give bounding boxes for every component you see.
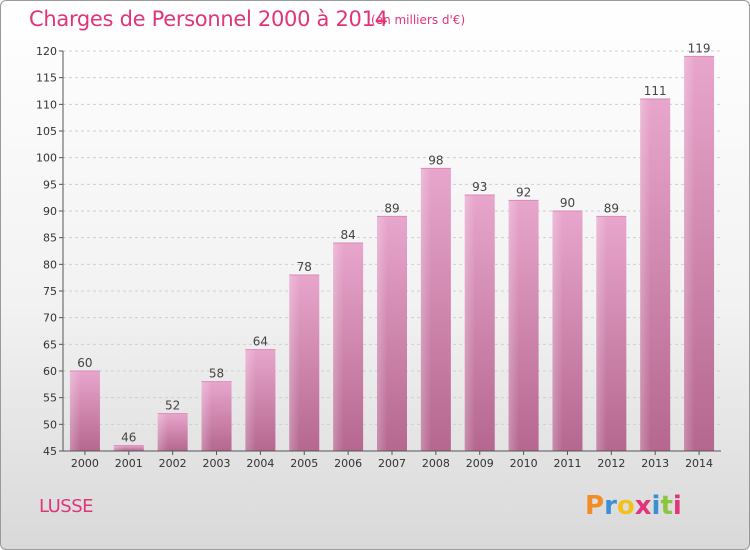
bar-highlight <box>245 349 256 451</box>
x-tick-label: 2014 <box>685 457 713 470</box>
data-label: 89 <box>384 201 399 215</box>
x-tick-label: 2005 <box>290 457 318 470</box>
data-label: 78 <box>297 260 312 274</box>
y-tick-label: 115 <box>36 72 57 85</box>
bar-highlight <box>508 200 520 451</box>
y-tick-label: 70 <box>43 312 57 325</box>
proxiti-logo[interactable]: Proxiti <box>585 491 682 521</box>
bar-highlight <box>640 99 651 451</box>
bar-highlight <box>333 243 344 451</box>
bar-highlight <box>157 413 169 451</box>
bar-highlight <box>464 195 476 451</box>
x-tick-label: 2003 <box>203 457 231 470</box>
data-label: 64 <box>253 335 268 349</box>
y-tick-label: 105 <box>36 125 57 138</box>
data-label: 58 <box>209 367 224 381</box>
y-tick-label: 50 <box>43 418 57 431</box>
bar-highlight <box>201 381 213 451</box>
data-label: 60 <box>77 356 92 370</box>
bar-highlight <box>69 371 81 451</box>
commune-name: LUSSE <box>39 496 94 517</box>
logo-letter: x <box>634 491 652 521</box>
x-tick-label: 2013 <box>641 457 669 470</box>
y-tick-label: 110 <box>36 98 57 111</box>
data-label: 98 <box>428 153 443 167</box>
data-label: 90 <box>560 196 575 210</box>
y-tick-label: 95 <box>43 178 57 191</box>
chart-subtitle: (en milliers d'€) <box>371 13 466 27</box>
x-tick-label: 2006 <box>334 457 362 470</box>
bar-highlight <box>420 168 432 452</box>
bar-highlight <box>684 56 695 451</box>
y-tick-label: 65 <box>43 338 57 351</box>
x-tick-label: 2002 <box>159 457 187 470</box>
bar-highlight <box>113 445 125 451</box>
bar-2001 <box>113 445 144 451</box>
y-tick-label: 60 <box>43 365 57 378</box>
logo-letter: i <box>672 491 682 521</box>
x-tick-label: 2009 <box>466 457 494 470</box>
data-label: 52 <box>165 399 180 413</box>
y-tick-label: 85 <box>43 232 57 245</box>
logo-letter: r <box>604 491 617 521</box>
chart-title: Charges de Personnel 2000 à 2014 <box>29 7 388 31</box>
bar-highlight <box>596 216 607 451</box>
logo-letter: o <box>616 491 635 521</box>
axes: 45 50 55 60 65 70 75 80 85 90 95 100 105 110 115 120 200… <box>36 45 721 470</box>
y-tick-label: 100 <box>36 152 57 165</box>
logo-letter: P <box>585 491 605 521</box>
data-label: 111 <box>644 84 667 98</box>
x-tick-label: 2008 <box>422 457 450 470</box>
y-tick-label: 80 <box>43 258 57 271</box>
y-tick-label: 45 <box>43 445 57 458</box>
x-tick-label: 2010 <box>510 457 538 470</box>
x-tick-label: 2012 <box>597 457 625 470</box>
data-label: 92 <box>516 185 531 199</box>
bar-highlight <box>552 211 563 451</box>
bars: 60 46 52 58 64 78 84 89 98 93 92 90 89 111 119 <box>69 41 715 452</box>
data-label: 84 <box>340 228 355 242</box>
x-tick-label: 2000 <box>71 457 99 470</box>
y-tick-label: 90 <box>43 205 57 218</box>
y-tick-label: 75 <box>43 285 57 298</box>
data-label: 93 <box>472 180 487 194</box>
data-label: 89 <box>604 201 619 215</box>
logo-letter: t <box>660 491 673 521</box>
x-tick-label: 2011 <box>553 457 581 470</box>
y-tick-label: 55 <box>43 392 57 405</box>
data-label: 46 <box>121 431 136 445</box>
x-tick-label: 2004 <box>246 457 274 470</box>
logo-letter: i <box>651 491 661 521</box>
x-tick-label: 2007 <box>378 457 406 470</box>
data-label: 119 <box>688 41 711 55</box>
bar-highlight <box>377 216 388 451</box>
x-tick-label: 2001 <box>115 457 143 470</box>
bar-highlight <box>289 275 300 451</box>
y-tick-label: 120 <box>36 45 57 58</box>
